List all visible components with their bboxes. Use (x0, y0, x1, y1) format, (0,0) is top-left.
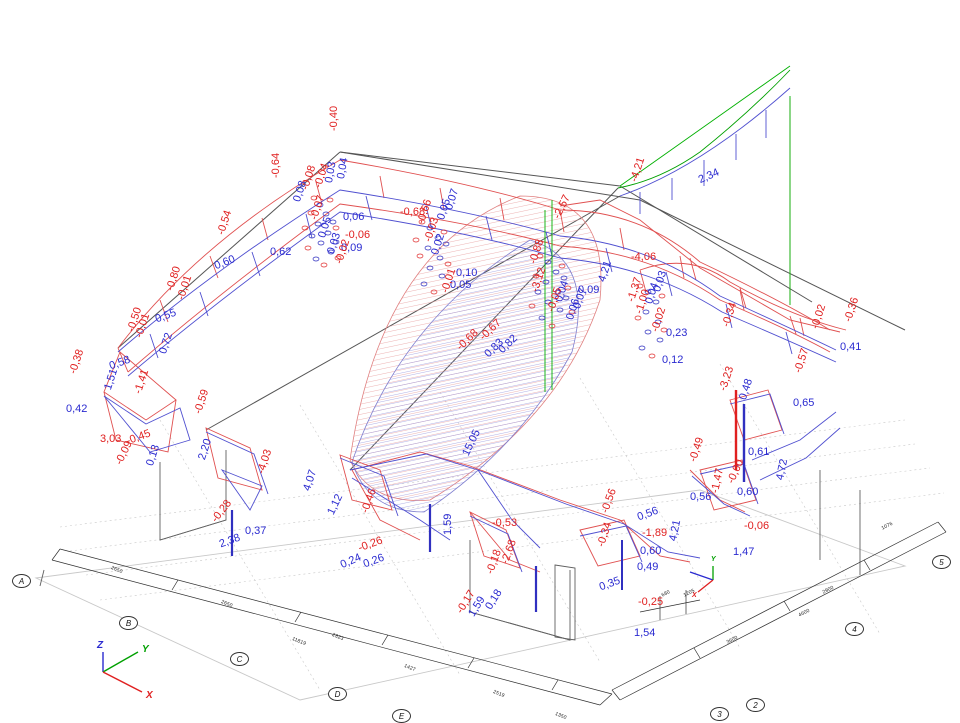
axis2-label-x: X (692, 592, 697, 599)
ground-grid (59, 363, 945, 691)
grid-bubble-c[interactable]: C (230, 652, 249, 666)
axis-label-z: Z (97, 640, 104, 651)
grid-bubble-d[interactable]: D (328, 687, 347, 701)
node-marker-cluster-midleft (412, 219, 452, 295)
grid-bubble-a[interactable]: A (12, 574, 31, 588)
grid-bubble-2[interactable]: 2 (746, 698, 765, 712)
node-marker-cluster-right (634, 283, 668, 359)
axis2-label-y: Y (711, 556, 716, 563)
axis-triad-secondary (689, 566, 714, 593)
grid-bubble-b[interactable]: B (119, 616, 138, 630)
grid-bubble-e[interactable]: E (392, 709, 411, 723)
axis-triad-primary (102, 651, 143, 693)
dimension-lines (51, 521, 947, 706)
grid-bubble-5[interactable]: 5 (932, 555, 951, 569)
node-marker-cluster-left (301, 195, 342, 268)
grid-bubble-3[interactable]: 3 (710, 707, 729, 721)
axis-label-y: Y (142, 644, 149, 655)
central-shell-blue (351, 239, 579, 513)
force-diagram-blue (103, 69, 841, 612)
base-slab-outline (34, 450, 907, 701)
grid-bubble-4[interactable]: 4 (845, 622, 864, 636)
axis-label-x: X (146, 690, 153, 701)
node-marker-cluster-center (528, 253, 576, 329)
